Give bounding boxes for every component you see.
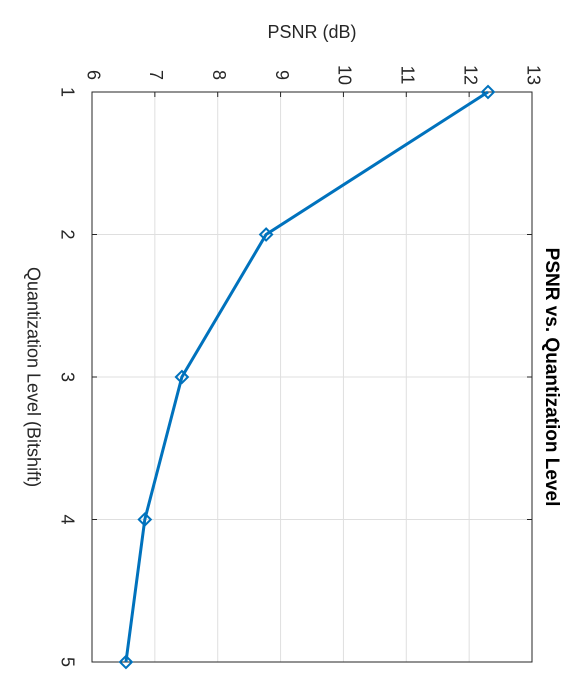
x-tick-label: 3: [57, 372, 77, 382]
y-tick-label: 8: [209, 70, 229, 80]
y-tick-label: 13: [523, 65, 543, 85]
y-tick-label: 7: [146, 70, 166, 80]
plot-frame: [91, 91, 533, 663]
y-axis-label: PSNR (dB): [267, 22, 356, 42]
x-tick-label: 2: [57, 229, 77, 239]
y-tick-label: 9: [272, 70, 292, 80]
chart-title: PSNR vs. Quantization Level: [541, 248, 562, 507]
y-tick-label: 11: [398, 66, 418, 85]
x-axis-label: Quantization Level (Bitshift): [23, 267, 43, 487]
data-marker: [258, 227, 274, 242]
y-tick-label: 12: [460, 65, 480, 85]
x-tick-label: 4: [57, 514, 77, 524]
y-tick-label: 6: [83, 70, 103, 80]
data-marker: [118, 654, 134, 670]
data-line: [124, 90, 489, 663]
x-tick-label: 5: [57, 657, 77, 667]
y-tick-label: 10: [335, 65, 355, 85]
data-marker: [480, 84, 496, 100]
data-marker: [137, 512, 153, 527]
x-tick-label: 1: [57, 87, 77, 97]
data-marker: [174, 369, 190, 385]
